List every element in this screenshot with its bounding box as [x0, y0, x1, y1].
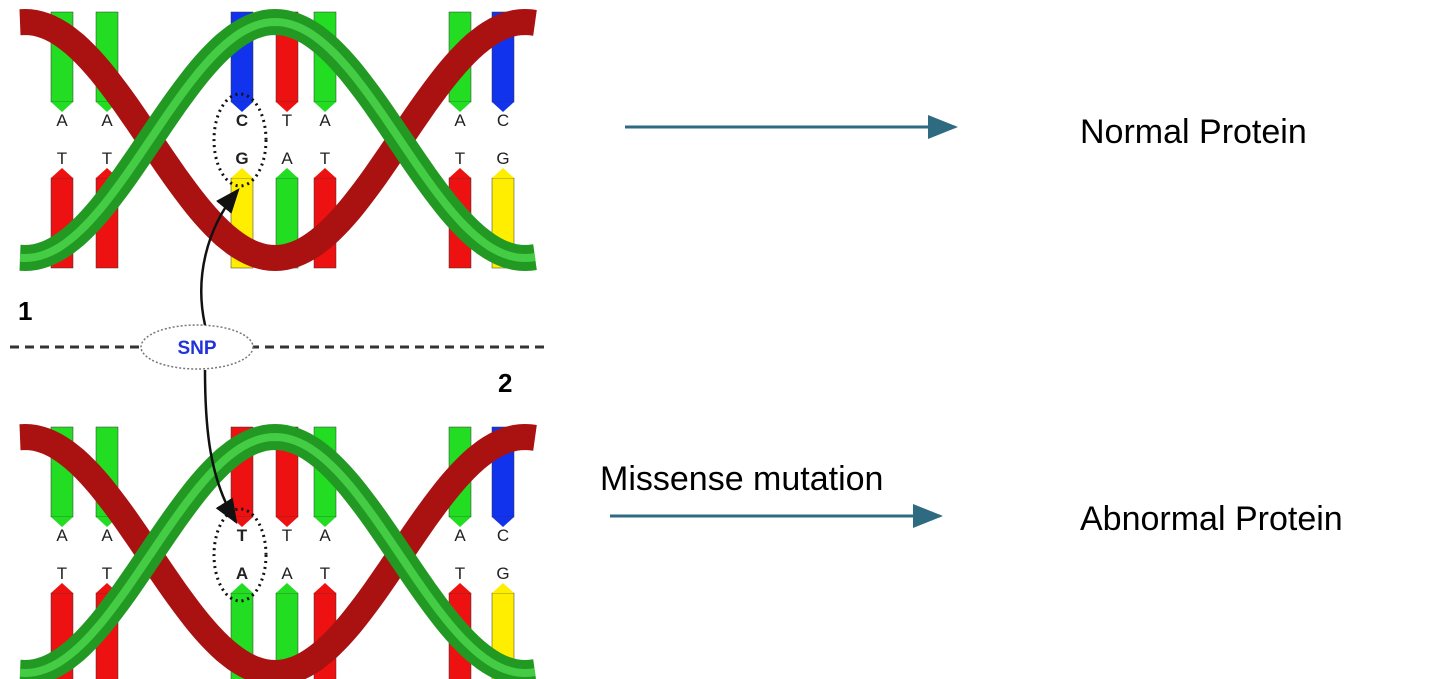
- base-tip: [231, 583, 253, 593]
- base-letter: T: [57, 564, 67, 583]
- base-letter: A: [281, 149, 293, 168]
- base-letter: T: [57, 149, 67, 168]
- base-letter: T: [282, 111, 292, 130]
- strand-red: [19, 423, 537, 679]
- base-letter: C: [497, 526, 509, 545]
- base-letter: A: [101, 111, 113, 130]
- base-letter: G: [235, 149, 248, 168]
- snp-highlight: [212, 92, 268, 188]
- base-letter: T: [102, 149, 112, 168]
- base-letter: A: [454, 111, 466, 130]
- base-tip: [51, 102, 73, 112]
- base-letter: C: [236, 111, 248, 130]
- strand-red: [19, 8, 537, 272]
- snp-highlight: [212, 507, 268, 603]
- snp-label: SNP: [177, 338, 216, 359]
- base-tip: [276, 102, 298, 112]
- base-letter: T: [237, 526, 248, 545]
- base-tip: [314, 517, 336, 527]
- panel-label: 2: [498, 368, 512, 398]
- base-letter: T: [455, 149, 465, 168]
- base-tip: [449, 102, 471, 112]
- abnormal-protein: Abnormal Protein: [1080, 500, 1343, 538]
- base-tip: [276, 517, 298, 527]
- base-tip: [231, 102, 253, 112]
- base-letter: T: [282, 526, 292, 545]
- base-tip: [231, 168, 253, 178]
- strand-green-hi: [19, 17, 536, 263]
- base-tip: [276, 168, 298, 178]
- base-tip: [314, 102, 336, 112]
- base-tip: [51, 517, 73, 527]
- base-tip: [314, 583, 336, 593]
- strand-green-hi: [19, 432, 536, 678]
- base-letter: T: [455, 564, 465, 583]
- base-letter: A: [319, 526, 331, 545]
- base-letter: C: [497, 111, 509, 130]
- base-letter: A: [236, 564, 248, 583]
- snp-arrow-down: [203, 369, 238, 525]
- base-tip: [492, 102, 514, 112]
- snp-arrow-up: [200, 188, 240, 326]
- base-letter: G: [496, 564, 509, 583]
- base-letter: A: [281, 564, 293, 583]
- base-tip: [314, 168, 336, 178]
- snp-bubble: [140, 324, 254, 370]
- base-letter: A: [454, 526, 466, 545]
- base-letter: T: [320, 149, 330, 168]
- base-tip: [492, 517, 514, 527]
- base-letter: A: [319, 111, 331, 130]
- normal-protein: Normal Protein: [1080, 113, 1307, 151]
- missense-label: Missense mutation: [600, 460, 883, 498]
- panel-label: 1: [18, 296, 32, 326]
- base-letter: T: [102, 564, 112, 583]
- base-tip: [449, 168, 471, 178]
- base-letter: A: [56, 526, 68, 545]
- base-tip: [492, 168, 514, 178]
- base-tip: [449, 517, 471, 527]
- base-tip: [276, 583, 298, 593]
- base-tip: [51, 583, 73, 593]
- base-tip: [492, 583, 514, 593]
- base-letter: G: [496, 149, 509, 168]
- base-tip: [449, 583, 471, 593]
- base-letter: A: [56, 111, 68, 130]
- base-letter: A: [101, 526, 113, 545]
- base-letter: T: [320, 564, 330, 583]
- base-tip: [51, 168, 73, 178]
